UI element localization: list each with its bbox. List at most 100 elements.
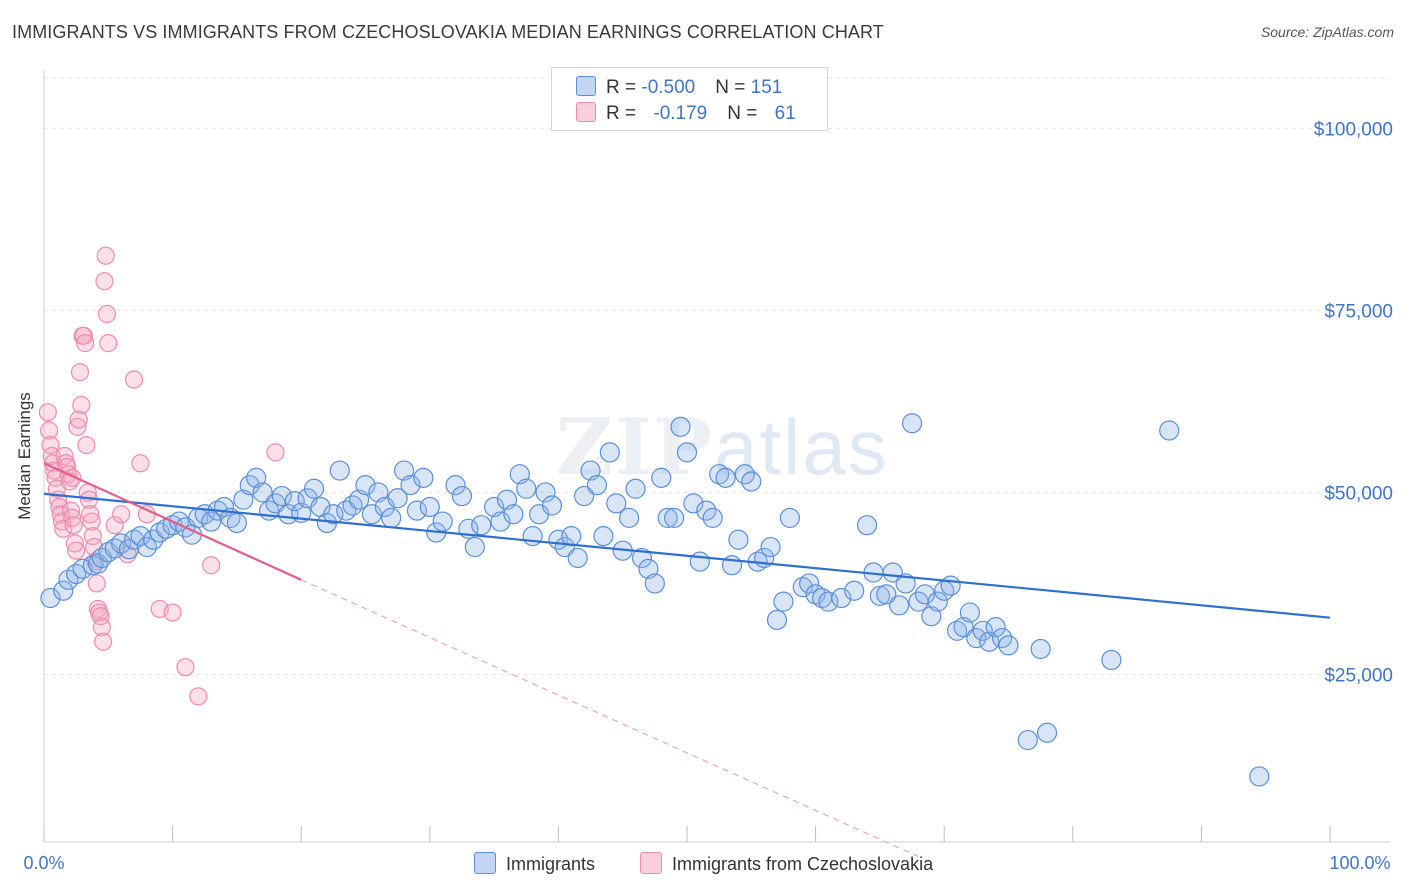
czech-point: [51, 505, 70, 524]
czech-points: [38, 246, 285, 706]
immigrant-point: [676, 442, 698, 463]
immigrant-point: [406, 500, 428, 521]
immigrant-point: [998, 635, 1019, 656]
immigrant-point: [773, 591, 794, 612]
immigrant-point: [856, 515, 878, 536]
immigrant-point: [567, 547, 588, 569]
immigrant-point: [818, 591, 839, 612]
czech-point: [55, 446, 74, 466]
czech-point: [38, 403, 57, 422]
immigrant-point: [593, 526, 614, 547]
immigrant-point: [445, 475, 466, 496]
czech-trend-line: [43, 462, 302, 581]
legend-n-label: N =: [715, 77, 751, 98]
immigrant-point: [959, 602, 981, 623]
immigrant-point: [728, 529, 749, 550]
x-tick-label: 0.0%: [23, 853, 64, 873]
czech-point: [74, 326, 93, 345]
immigrant-point: [1017, 729, 1038, 751]
immigrant-point: [972, 620, 993, 641]
immigrant-point: [226, 512, 247, 534]
legend-r-value: -0.500: [641, 77, 696, 98]
legend-r-label: R =: [606, 77, 642, 98]
czech-point: [97, 304, 117, 324]
czech-point: [163, 603, 182, 622]
immigrant-point: [779, 507, 800, 529]
immigrant-point: [413, 467, 434, 488]
immigrant-point: [664, 507, 685, 529]
immigrant-point: [87, 553, 109, 574]
czech-point: [189, 687, 208, 706]
y-tick-label: $100,000: [1314, 119, 1393, 140]
bottom-legend-immigrants: Immigrants: [474, 852, 595, 875]
immigrant-point: [927, 591, 948, 612]
immigrant-point: [381, 507, 402, 529]
immigrant-point: [760, 536, 781, 558]
czech-point: [72, 395, 91, 415]
immigrant-point: [670, 416, 691, 437]
czech-point: [81, 505, 100, 524]
immigrant-point: [342, 495, 363, 516]
immigrant-point: [901, 413, 923, 434]
source-credit: Source: ZipAtlas.com: [1260, 24, 1394, 40]
immigrant-point: [741, 471, 762, 492]
czech-point: [68, 417, 87, 436]
immigrant-point: [118, 539, 139, 560]
immigrant-point: [503, 504, 524, 525]
immigrant-point: [201, 511, 222, 532]
czech-trend-extension: [300, 579, 919, 858]
immigrant-point: [329, 460, 350, 481]
czech-point: [61, 501, 81, 520]
legend-swatch-blue: [576, 76, 596, 96]
immigrant-point: [387, 488, 408, 509]
correlation-legend: R = -0.500 N = 151 R = -0.179 N = 61: [551, 67, 828, 131]
immigrant-point: [419, 496, 440, 518]
immigrant-point: [689, 551, 710, 572]
immigrant-point: [303, 478, 325, 499]
immigrant-point: [574, 485, 595, 507]
czech-point: [64, 516, 83, 535]
legend-r-value: -0.179: [653, 103, 708, 124]
czech-point: [82, 512, 101, 531]
immigrant-point: [876, 584, 897, 605]
czech-point: [131, 454, 150, 473]
immigrant-point: [451, 485, 473, 507]
immigrant-point: [53, 580, 74, 601]
czech-point: [94, 632, 113, 651]
immigrant-point: [464, 536, 485, 558]
immigrant-point: [619, 507, 640, 529]
immigrant-point: [323, 504, 344, 525]
immigrant-point: [1101, 649, 1122, 671]
immigrant-point: [400, 475, 421, 496]
immigrant-point: [644, 573, 665, 594]
immigrant-point: [1030, 638, 1051, 660]
legend-swatch-pink: [576, 102, 596, 122]
immigrant-point: [792, 576, 813, 598]
legend-row-immigrants: R = -0.500 N = 151: [576, 76, 782, 100]
immigrant-point: [625, 478, 646, 499]
immigrant-point: [715, 467, 736, 488]
immigrant-point: [657, 507, 678, 529]
y-tick-label: $25,000: [1324, 665, 1393, 686]
axis-labels: $25,000 $50,000 $75,000 $100,000 0.0% 100.0% M…: [15, 119, 1393, 873]
immigrant-point: [1159, 420, 1180, 441]
immigrant-point: [631, 547, 653, 569]
bottom-legend-label: Immigrants: [506, 854, 596, 874]
immigrant-point: [271, 485, 293, 507]
czech-point: [105, 516, 124, 535]
x-tick-label: 100.0%: [1329, 853, 1390, 873]
immigrant-point: [361, 504, 383, 525]
immigrant-point: [805, 584, 826, 605]
immigrant-point: [882, 562, 903, 583]
immigrants-trend-line: [43, 492, 1331, 619]
immigrant-point: [1249, 766, 1270, 787]
legend-row-czech: R = -0.179 N = 61: [576, 102, 796, 126]
czech-point: [112, 505, 131, 524]
immigrant-point: [831, 587, 852, 609]
immigrant-point: [586, 475, 608, 496]
czech-point: [50, 497, 69, 517]
immigrant-point: [252, 482, 273, 503]
legend-n-label: N =: [727, 103, 763, 124]
trend-lines: [43, 462, 1331, 858]
